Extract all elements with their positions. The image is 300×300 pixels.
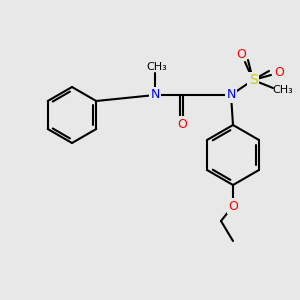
- Text: O: O: [274, 65, 284, 79]
- Text: N: N: [150, 88, 160, 101]
- Text: O: O: [228, 200, 238, 212]
- Text: O: O: [177, 118, 187, 130]
- Text: S: S: [249, 73, 257, 87]
- Text: O: O: [236, 49, 246, 62]
- Text: CH₃: CH₃: [147, 62, 167, 72]
- Text: CH₃: CH₃: [273, 85, 293, 95]
- Text: N: N: [226, 88, 236, 101]
